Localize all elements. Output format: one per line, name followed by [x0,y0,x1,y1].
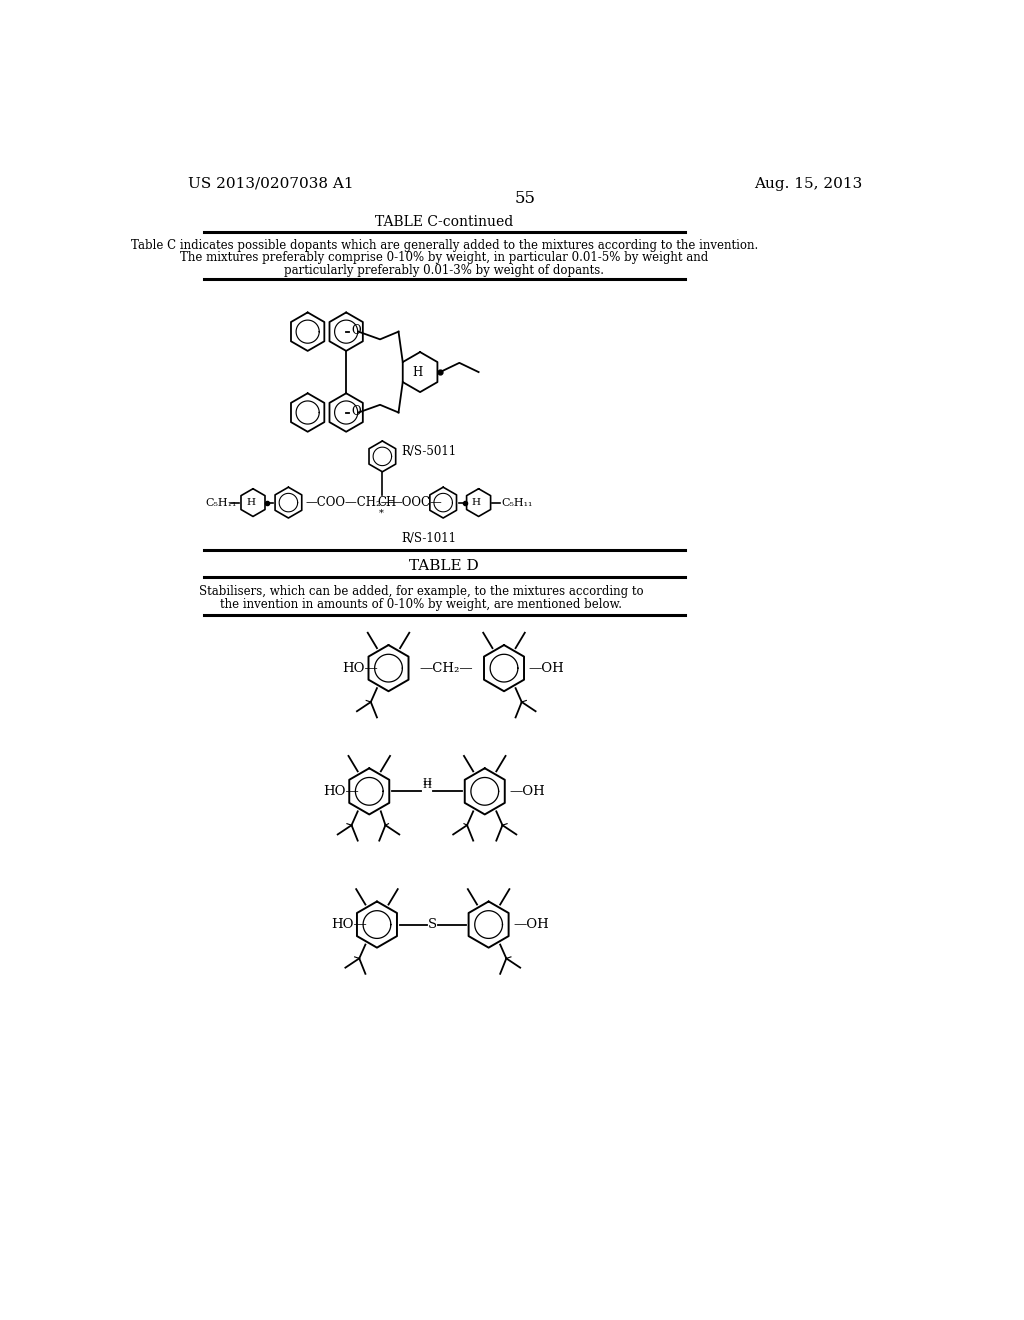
Text: R/S-1011: R/S-1011 [401,532,457,545]
Text: —COO—CH₂—: —COO—CH₂— [305,496,393,510]
Text: —OH: —OH [509,785,545,797]
Text: TABLE C-continued: TABLE C-continued [375,215,513,228]
Text: —OH: —OH [513,917,549,931]
Text: —CH₂—: —CH₂— [420,661,473,675]
Text: H: H [423,777,431,787]
Text: H: H [472,498,481,507]
Text: H: H [412,366,422,379]
Text: S: S [428,917,437,931]
Text: particularly preferably 0.01-3% by weight of dopants.: particularly preferably 0.01-3% by weigh… [285,264,604,277]
Text: *: * [379,510,383,517]
Text: H: H [246,498,255,507]
Text: US 2013/0207038 A1: US 2013/0207038 A1 [188,177,354,191]
Text: C₅H₁₁: C₅H₁₁ [205,498,237,508]
Text: The mixtures preferably comprise 0-10% by weight, in particular 0.01-5% by weigh: The mixtures preferably comprise 0-10% b… [180,251,709,264]
Text: 55: 55 [514,190,536,207]
Text: —OH: —OH [528,661,564,675]
Text: CH: CH [377,496,396,510]
Text: Aug. 15, 2013: Aug. 15, 2013 [754,177,862,191]
Text: R/S-5011: R/S-5011 [401,445,457,458]
Text: TABLE D: TABLE D [410,558,479,573]
Text: C₅H₁₁: C₅H₁₁ [502,498,534,508]
Text: O: O [351,405,361,418]
Text: Table C indicates possible dopants which are generally added to the mixtures acc: Table C indicates possible dopants which… [131,239,758,252]
Text: HO—: HO— [331,917,367,931]
Text: H: H [423,781,431,789]
Text: HO—: HO— [342,661,378,675]
Text: Stabilisers, which can be added, for example, to the mixtures according to: Stabilisers, which can be added, for exa… [199,585,643,598]
Text: the invention in amounts of 0-10% by weight, are mentioned below.: the invention in amounts of 0-10% by wei… [220,598,623,611]
Text: O: O [351,325,361,338]
Text: —OOC—: —OOC— [391,496,442,510]
Text: HO—: HO— [323,785,358,797]
